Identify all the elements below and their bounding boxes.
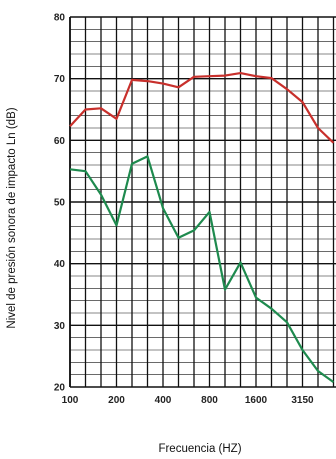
y-tick-label: 70 xyxy=(54,74,66,85)
series-line-1 xyxy=(69,71,335,144)
x-tick-label: 3150 xyxy=(291,395,314,406)
x-tick-label: 800 xyxy=(201,395,218,406)
x-tick-label: 100 xyxy=(62,395,79,406)
x-tick-labels: 100 200 400 800 1600 3150 xyxy=(62,395,314,406)
y-tick-label: 50 xyxy=(54,198,66,209)
x-tick-label: 200 xyxy=(108,395,125,406)
y-tick-label: 20 xyxy=(54,383,66,394)
y-tick-label: 40 xyxy=(54,259,66,270)
y-axis-label: Nivel de presión sonora de impacto Ln (d… xyxy=(6,107,18,328)
chart-series xyxy=(69,71,335,383)
y-tick-label: 80 xyxy=(54,13,66,24)
series-line-2 xyxy=(69,155,335,383)
y-tick-labels: 20 30 40 50 60 70 80 xyxy=(54,13,66,394)
chart-grid xyxy=(69,16,336,388)
x-axis-label: Frecuencia (HZ) xyxy=(158,443,241,455)
x-tick-label: 1600 xyxy=(245,395,268,406)
y-tick-label: 30 xyxy=(54,321,66,332)
x-tick-label: 400 xyxy=(155,395,172,406)
y-tick-label: 60 xyxy=(54,136,66,147)
